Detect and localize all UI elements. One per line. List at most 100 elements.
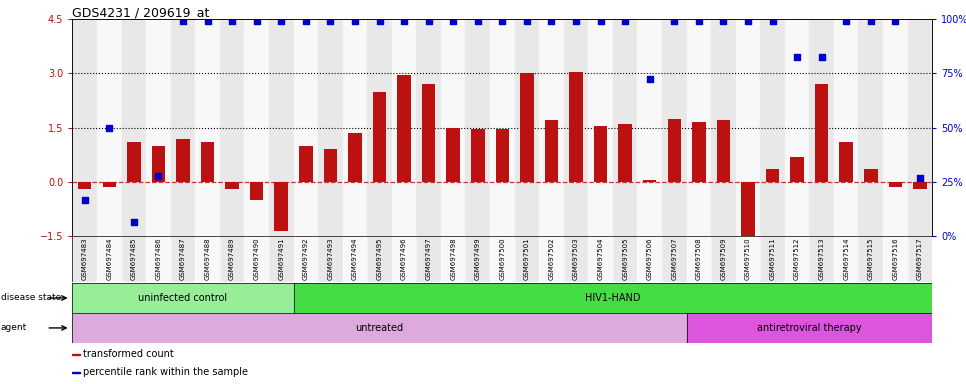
Bar bbox=[72, 372, 80, 373]
Bar bbox=[422, 84, 436, 182]
Bar bbox=[638, 236, 662, 282]
Text: GSM697495: GSM697495 bbox=[377, 238, 383, 280]
Text: GSM697496: GSM697496 bbox=[401, 238, 407, 280]
Bar bbox=[299, 146, 313, 182]
Point bbox=[544, 18, 559, 24]
Point bbox=[372, 18, 387, 24]
Bar bbox=[72, 283, 294, 313]
Bar bbox=[466, 19, 490, 236]
Bar bbox=[913, 182, 926, 189]
Bar bbox=[324, 149, 337, 182]
Bar bbox=[687, 19, 711, 236]
Bar bbox=[416, 236, 440, 282]
Bar bbox=[171, 236, 195, 282]
Text: GSM697503: GSM697503 bbox=[573, 238, 579, 280]
Text: GSM697486: GSM697486 bbox=[156, 238, 161, 280]
Bar bbox=[72, 19, 97, 236]
Bar bbox=[392, 236, 416, 282]
Text: GSM697508: GSM697508 bbox=[696, 238, 702, 280]
Bar bbox=[490, 236, 515, 282]
Bar bbox=[662, 236, 687, 282]
Point bbox=[175, 18, 190, 24]
Bar bbox=[908, 19, 932, 236]
Text: GSM697507: GSM697507 bbox=[671, 238, 677, 280]
Bar bbox=[834, 236, 859, 282]
Point bbox=[273, 18, 289, 24]
Bar bbox=[373, 91, 386, 182]
Bar bbox=[440, 19, 466, 236]
Text: GSM697501: GSM697501 bbox=[524, 238, 530, 280]
Bar bbox=[269, 19, 294, 236]
Bar bbox=[520, 73, 533, 182]
Bar bbox=[539, 236, 564, 282]
Bar bbox=[195, 19, 220, 236]
Point bbox=[101, 125, 117, 131]
Point bbox=[568, 18, 583, 24]
Bar bbox=[810, 19, 834, 236]
Bar bbox=[146, 19, 171, 236]
Bar bbox=[612, 236, 638, 282]
Bar bbox=[397, 75, 411, 182]
Bar bbox=[741, 182, 754, 236]
Bar bbox=[569, 72, 582, 182]
Bar bbox=[760, 19, 784, 236]
Text: GSM697488: GSM697488 bbox=[205, 238, 211, 280]
Bar bbox=[225, 182, 239, 189]
Point bbox=[421, 18, 437, 24]
Text: GSM697516: GSM697516 bbox=[893, 238, 898, 280]
Bar bbox=[440, 236, 466, 282]
Point bbox=[127, 218, 142, 225]
Bar bbox=[618, 124, 632, 182]
Bar bbox=[594, 126, 608, 182]
Bar bbox=[545, 121, 558, 182]
Bar bbox=[490, 19, 515, 236]
Bar bbox=[471, 129, 485, 182]
Bar bbox=[318, 236, 343, 282]
Text: GSM697500: GSM697500 bbox=[499, 238, 505, 280]
Bar bbox=[122, 19, 146, 236]
Text: GSM697514: GSM697514 bbox=[843, 238, 849, 280]
Bar bbox=[102, 182, 116, 187]
Text: GSM697504: GSM697504 bbox=[598, 238, 604, 280]
Bar bbox=[201, 142, 214, 182]
Point bbox=[691, 18, 706, 24]
Point bbox=[200, 18, 215, 24]
Bar bbox=[152, 146, 165, 182]
Bar bbox=[392, 19, 416, 236]
Bar bbox=[515, 236, 539, 282]
Text: GDS4231 / 209619_at: GDS4231 / 209619_at bbox=[72, 6, 210, 19]
Point bbox=[470, 18, 486, 24]
Text: GSM697517: GSM697517 bbox=[917, 238, 923, 280]
Bar bbox=[711, 236, 736, 282]
Text: GSM697483: GSM697483 bbox=[82, 238, 88, 280]
Bar bbox=[638, 19, 662, 236]
Text: transformed count: transformed count bbox=[83, 349, 174, 359]
Point bbox=[593, 18, 609, 24]
Point bbox=[323, 18, 338, 24]
Bar bbox=[171, 19, 195, 236]
Bar bbox=[839, 142, 853, 182]
Bar bbox=[274, 182, 288, 231]
Text: GSM697485: GSM697485 bbox=[130, 238, 137, 280]
Text: agent: agent bbox=[1, 323, 27, 333]
Bar bbox=[294, 19, 318, 236]
Point bbox=[642, 76, 658, 82]
Text: GSM697498: GSM697498 bbox=[450, 238, 456, 280]
Text: GSM697493: GSM697493 bbox=[327, 238, 333, 280]
Point bbox=[888, 18, 903, 24]
Point bbox=[814, 54, 830, 60]
Bar bbox=[717, 121, 730, 182]
Bar bbox=[146, 236, 171, 282]
Bar bbox=[908, 236, 932, 282]
Bar bbox=[668, 119, 681, 182]
Bar bbox=[612, 19, 638, 236]
Point bbox=[716, 18, 731, 24]
Point bbox=[151, 174, 166, 180]
Point bbox=[838, 18, 854, 24]
Text: percentile rank within the sample: percentile rank within the sample bbox=[83, 367, 248, 377]
Text: GSM697506: GSM697506 bbox=[646, 238, 653, 280]
Bar bbox=[446, 128, 460, 182]
Bar bbox=[128, 142, 141, 182]
Bar bbox=[864, 169, 877, 182]
Point bbox=[863, 18, 878, 24]
